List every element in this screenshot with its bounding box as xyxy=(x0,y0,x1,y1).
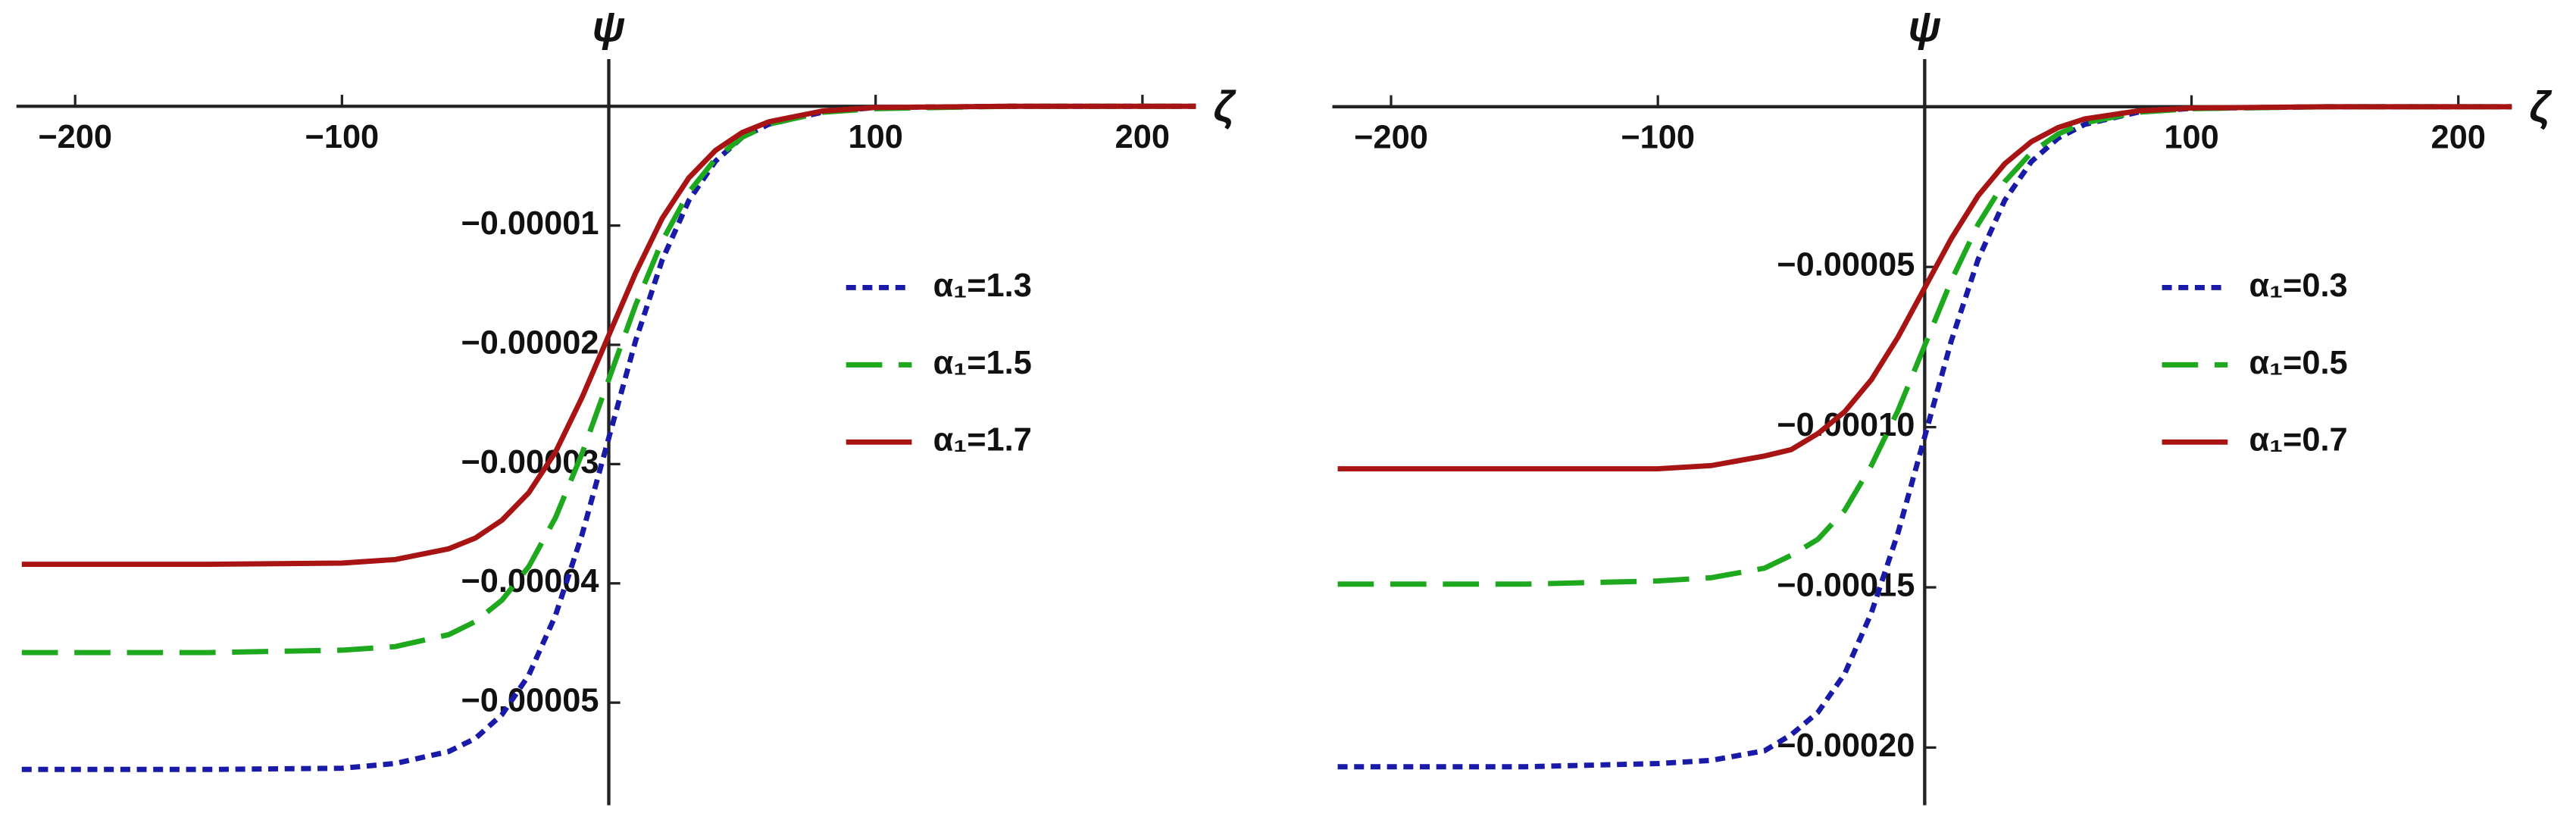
legend-label: α₁=1.3 xyxy=(933,268,1032,304)
series-line xyxy=(21,103,1196,568)
chart: ψζ−200 −100 100 200−0.00001−0.00002−0.00003… xyxy=(16,2,1236,806)
y-tick-label: −0.00015 xyxy=(1777,567,1915,603)
series-line xyxy=(1337,104,2512,472)
y-axis-title: ψ xyxy=(1909,2,1942,50)
x-tick-label: 100 xyxy=(849,119,903,155)
y-tick-label: −0.00002 xyxy=(461,324,599,361)
y-tick-label: −0.00005 xyxy=(461,683,599,719)
chart: ψζ−200 −100 100 200−0.00005−0.00010−0.00015… xyxy=(1332,2,2552,806)
legend-label: α₁=0.7 xyxy=(2249,422,2347,459)
y-tick-label: −0.00001 xyxy=(461,205,599,242)
legend-label: α₁=1.5 xyxy=(933,345,1032,381)
y-tick-label: −0.00020 xyxy=(1777,728,1915,764)
x-tick-label: −200 xyxy=(1354,120,1428,156)
x-tick-label: 100 xyxy=(2164,120,2218,156)
x-tick-label: 200 xyxy=(1115,119,1170,155)
x-tick-label: 200 xyxy=(2431,120,2486,156)
x-axis-title: ζ xyxy=(2529,83,2552,130)
legend-label: α₁=0.3 xyxy=(2249,268,2347,304)
y-axis-title: ψ xyxy=(592,2,626,50)
x-tick-label: −100 xyxy=(305,119,380,155)
x-tick-label: −100 xyxy=(1621,120,1695,156)
y-tick-label: −0.00005 xyxy=(1777,247,1915,283)
x-tick-label: −200 xyxy=(38,119,112,155)
legend-label: α₁=1.7 xyxy=(933,422,1032,459)
legend-label: α₁=0.5 xyxy=(2249,345,2347,381)
x-axis-title: ζ xyxy=(1214,82,1236,130)
series-line xyxy=(21,103,1196,772)
